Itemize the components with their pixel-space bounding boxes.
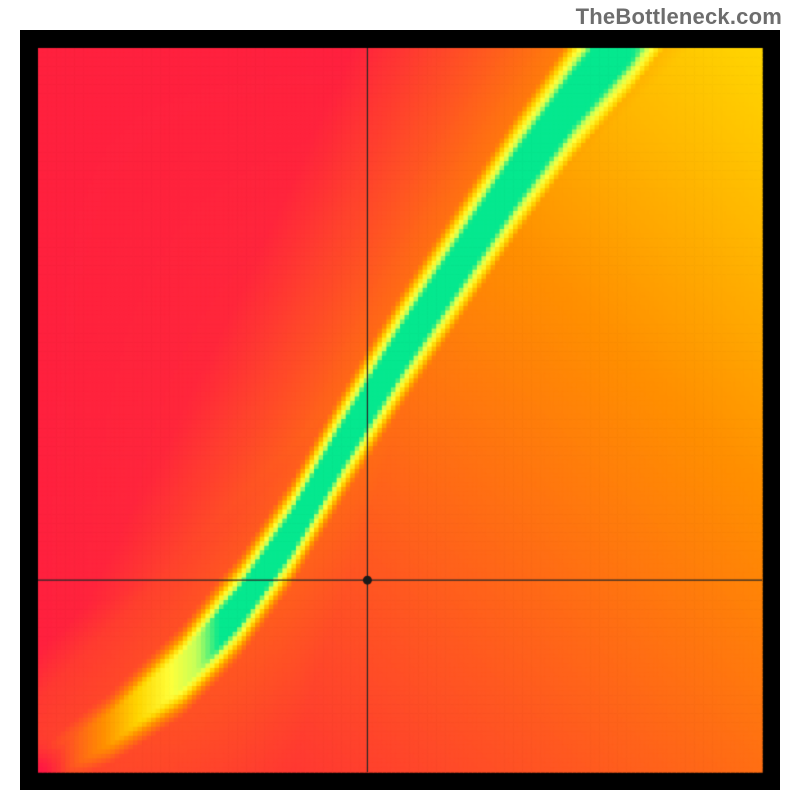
plot-frame [20, 30, 780, 790]
heatmap-canvas [20, 30, 780, 790]
watermark-text: TheBottleneck.com [576, 4, 782, 30]
chart-container: TheBottleneck.com [0, 0, 800, 800]
